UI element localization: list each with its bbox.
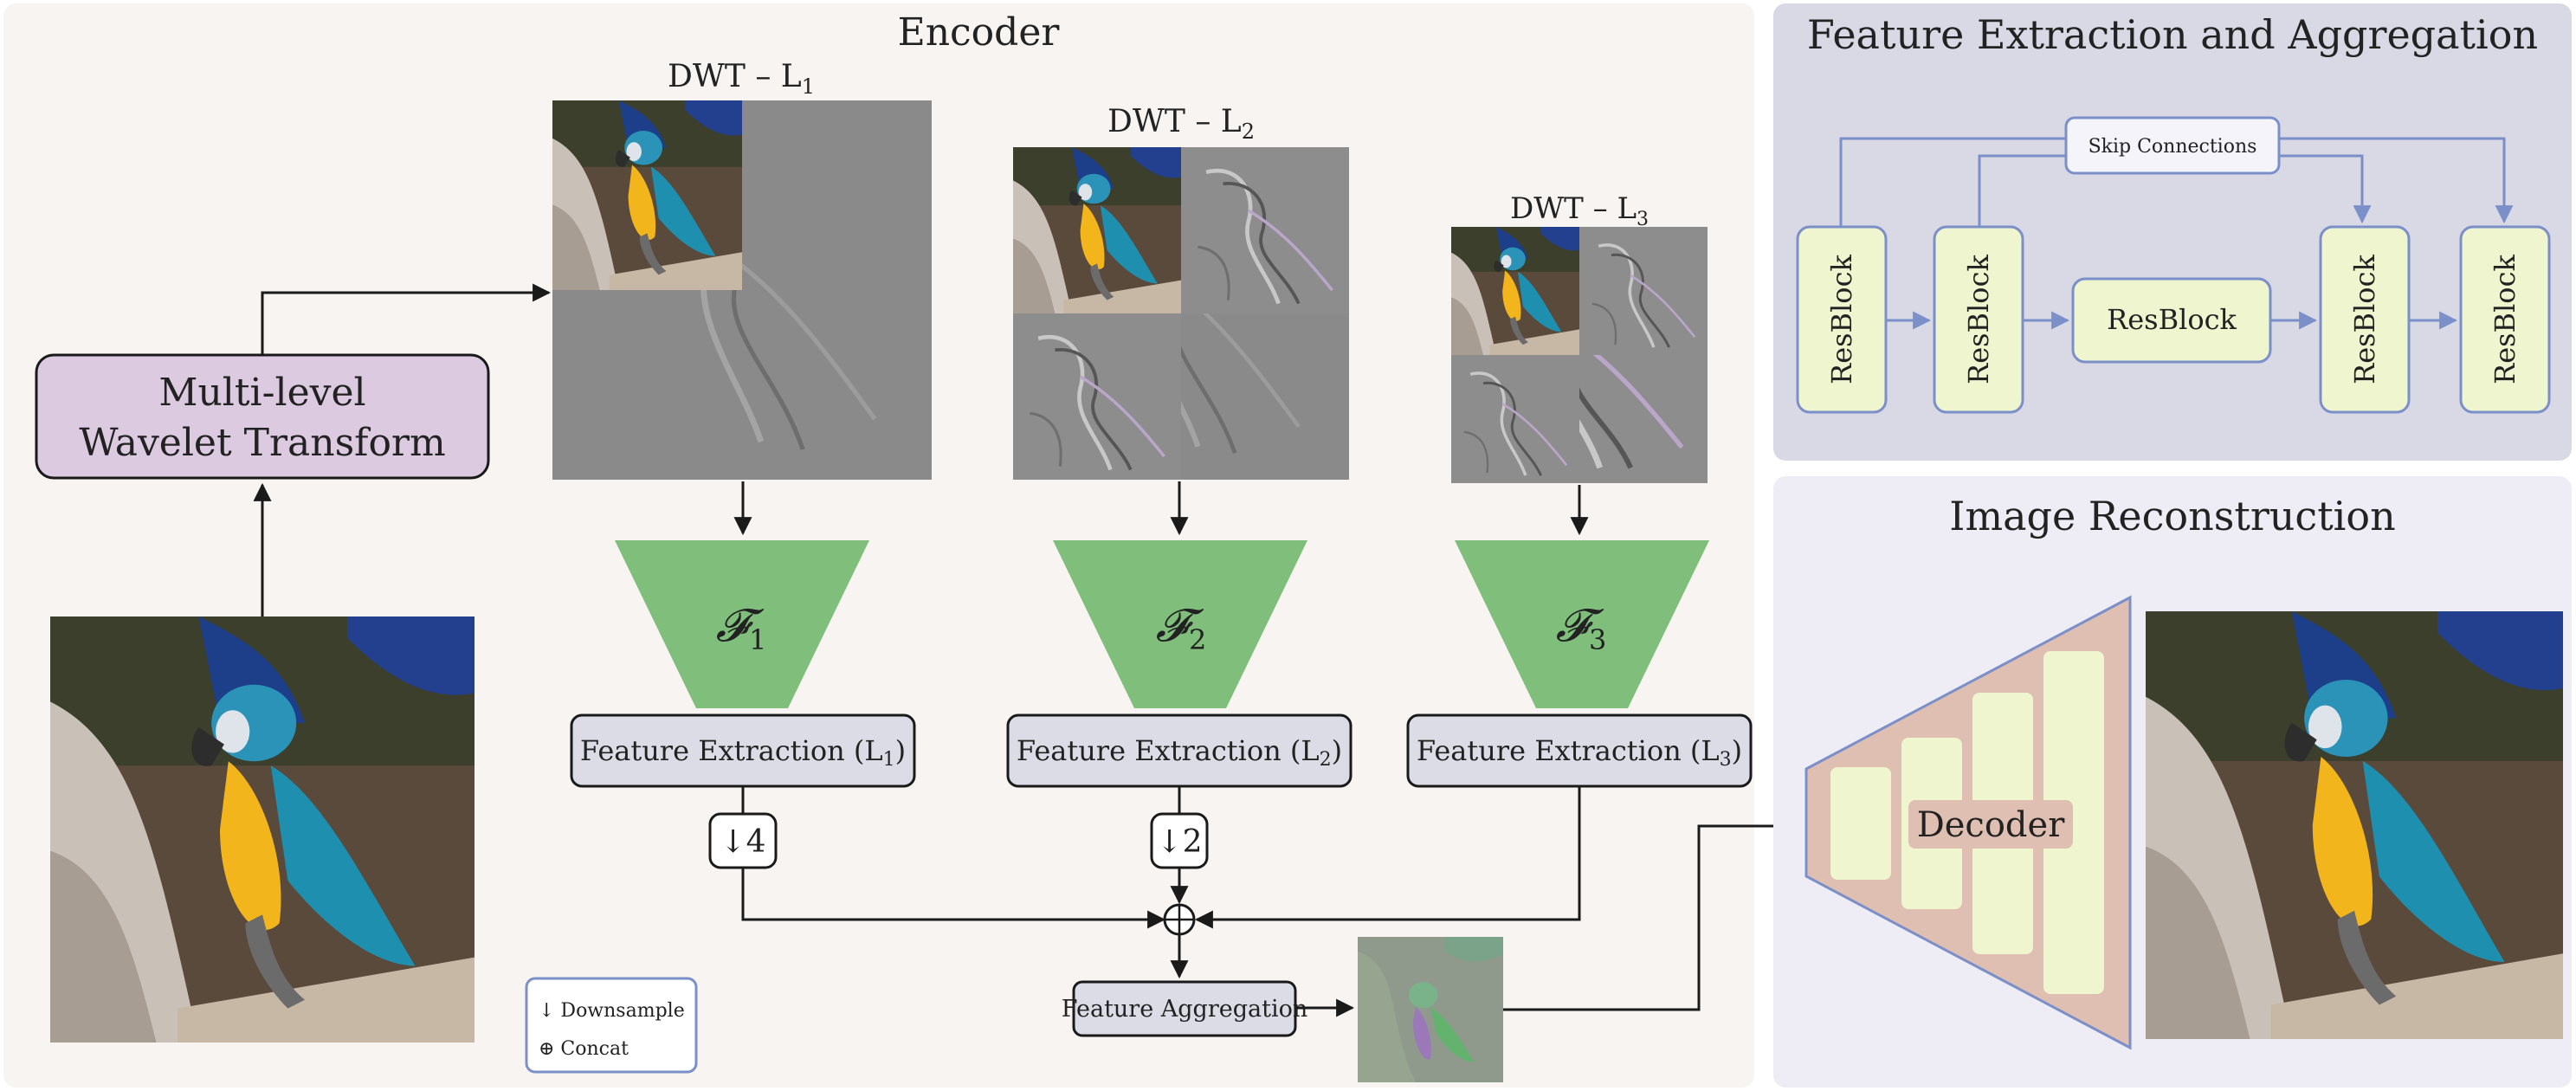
fea-panel-title: Feature Extraction and Aggregation xyxy=(1807,11,2538,58)
extractor-f3 xyxy=(1455,540,1709,708)
feature-aggregation-label: Feature Aggregation xyxy=(1062,996,1308,1023)
resblock-3-label: ResBlock xyxy=(2107,303,2237,336)
feature-extraction-l1-label: Feature Extraction (L1) xyxy=(580,734,906,771)
skip-line-right-inner xyxy=(2279,154,2372,224)
resblock-4-label: ResBlock xyxy=(2348,255,2381,384)
resblock-5 xyxy=(2459,225,2551,414)
decoder-label: Decoder xyxy=(1917,805,2066,845)
dwt-l2-image xyxy=(1013,147,1349,480)
arrow-features-to-decoder xyxy=(1503,817,1797,1011)
downsample-4-label: ↓4 xyxy=(720,824,765,860)
skip-line-left-inner xyxy=(1978,154,2066,227)
extractor-f2 xyxy=(1053,540,1307,708)
extractor-f2-label: 𝓕2 xyxy=(1156,600,1207,656)
decoder-layer-1 xyxy=(1830,767,1891,880)
arrow-f3-to-concat xyxy=(1194,786,1581,929)
dwt-l3-image xyxy=(1451,227,1708,483)
arrow-transform-to-dwt xyxy=(261,283,552,355)
skip-connections-label: Skip Connections xyxy=(2089,136,2257,158)
legend-concat: ⊕ Concat xyxy=(539,1038,629,1060)
feature-extraction-l3-label: Feature Extraction (L3) xyxy=(1417,734,1742,771)
fea-panel xyxy=(1773,3,2572,461)
transform-label-line2: Wavelet Transform xyxy=(79,421,445,465)
resblock-5-label: ResBlock xyxy=(2489,255,2521,384)
recon-panel-title: Image Reconstruction xyxy=(1949,493,2395,539)
resblock-1-label: ResBlock xyxy=(1825,255,1858,384)
encoder-title: Encoder xyxy=(898,10,1061,55)
skip-line-left-outer xyxy=(1839,137,2066,227)
input-image xyxy=(50,617,475,1043)
legend-box xyxy=(525,977,698,1074)
reconstructed-image xyxy=(2146,611,2563,1039)
resblock-2-label: ResBlock xyxy=(1962,255,1995,384)
extractor-f1 xyxy=(615,540,869,708)
legend-downsample: ↓ Downsample xyxy=(539,1000,685,1022)
dwt-l2-title: DWT – L2 xyxy=(1107,104,1255,144)
skip-connections-box xyxy=(2064,116,2281,175)
skip-line-right-outer xyxy=(2279,137,2514,224)
aggregated-feature-image xyxy=(1358,937,1503,1082)
dwt-l3-title: DWT – L3 xyxy=(1510,191,1649,230)
transform-label-line1: Multi-level xyxy=(158,371,365,415)
decoder-label-bg xyxy=(1908,800,2073,849)
downsample-2-label: ↓2 xyxy=(1156,824,1202,860)
dwt-l1-image xyxy=(552,100,932,480)
feature-extraction-l2-label: Feature Extraction (L2) xyxy=(1017,734,1342,771)
dwt-l1-title: DWT – L1 xyxy=(668,59,815,99)
decoder-layer-4 xyxy=(2043,651,2104,994)
arrow-down4-to-concat xyxy=(741,868,1166,929)
